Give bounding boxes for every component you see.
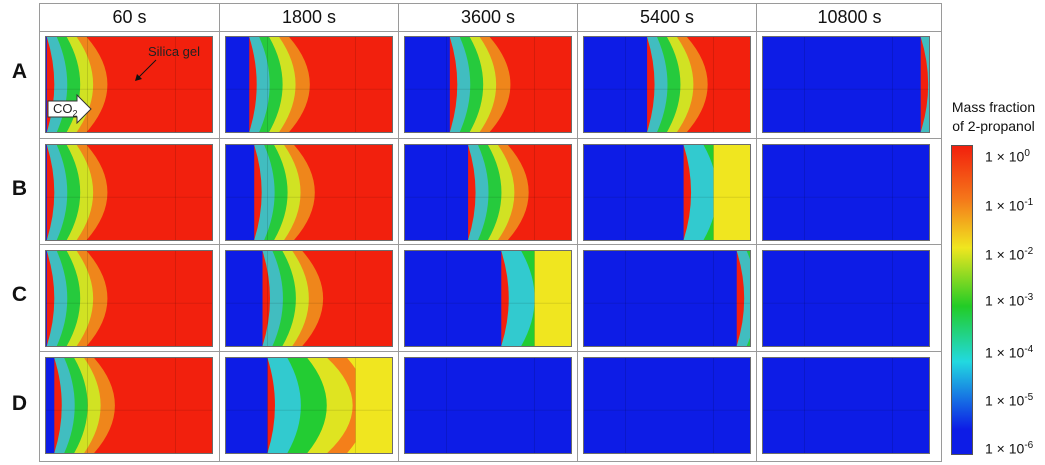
row-label-a: A: [11, 60, 28, 83]
colorbar-tick-label: 1 × 10-2: [985, 246, 1034, 263]
grid-divider: [39, 138, 942, 139]
sim-panel-a-0: [45, 36, 213, 133]
sim-panel-b-2: [404, 144, 572, 241]
colorbar-tick-label: 1 × 10-5: [985, 392, 1034, 409]
sim-panel-b-1: [225, 144, 393, 241]
sim-panel-b-3: [583, 144, 751, 241]
colorbar-title-line1: Mass fraction: [951, 99, 1036, 115]
grid-divider: [39, 31, 942, 32]
row-label-d: D: [11, 392, 28, 415]
sim-panel-c-3: [583, 250, 751, 347]
sim-panel-c-4: [762, 250, 930, 347]
colorbar-title-line2: of 2-propanol: [952, 118, 1035, 134]
sim-panel-d-0: [45, 357, 213, 454]
column-header-60s: 60 s: [112, 7, 147, 27]
sim-panel-b-0: [45, 144, 213, 241]
co2-label: CO2: [53, 101, 78, 119]
sim-panel-d-3: [583, 357, 751, 454]
sim-panel-a-1: [225, 36, 393, 133]
sim-panel-b-4: [762, 144, 930, 241]
silica-gel-arrow: [135, 59, 157, 81]
silica-gel-label: Silica gel: [148, 44, 201, 59]
grid-divider: [398, 3, 399, 462]
grid-divider: [577, 3, 578, 462]
colorbar-tick-label: 1 × 10-3: [985, 292, 1034, 309]
figure-grid: [39, 3, 942, 462]
grid-divider: [756, 3, 757, 462]
grid-divider: [39, 244, 942, 245]
column-header-10800s: 10800 s: [817, 7, 882, 27]
column-header-5400s: 5400 s: [639, 7, 695, 27]
grid-divider: [219, 3, 220, 462]
sim-panel-a-4: [762, 36, 930, 133]
colorbar-gradient: [951, 145, 973, 455]
colorbar-tick-label: 1 × 10-1: [985, 197, 1034, 214]
grid-divider: [39, 351, 942, 352]
row-label-b: B: [11, 177, 28, 200]
colorbar-tick-label: 1 × 10-4: [985, 344, 1034, 361]
sim-panel-d-2: [404, 357, 572, 454]
sim-panel-a-2: [404, 36, 572, 133]
sim-panel-d-1: [225, 357, 393, 454]
column-header-3600s: 3600 s: [460, 7, 516, 27]
column-header-1800s: 1800 s: [281, 7, 337, 27]
row-label-c: C: [11, 283, 28, 306]
sim-panel-c-0: [45, 250, 213, 347]
sim-panel-d-4: [762, 357, 930, 454]
sim-panel-c-1: [225, 250, 393, 347]
co2-flow-arrow: [47, 94, 92, 124]
colorbar-tick-label: 1 × 10-6: [985, 440, 1034, 457]
sim-panel-c-2: [404, 250, 572, 347]
colorbar-tick-label: 1 × 100: [985, 148, 1030, 165]
sim-panel-a-3: [583, 36, 751, 133]
